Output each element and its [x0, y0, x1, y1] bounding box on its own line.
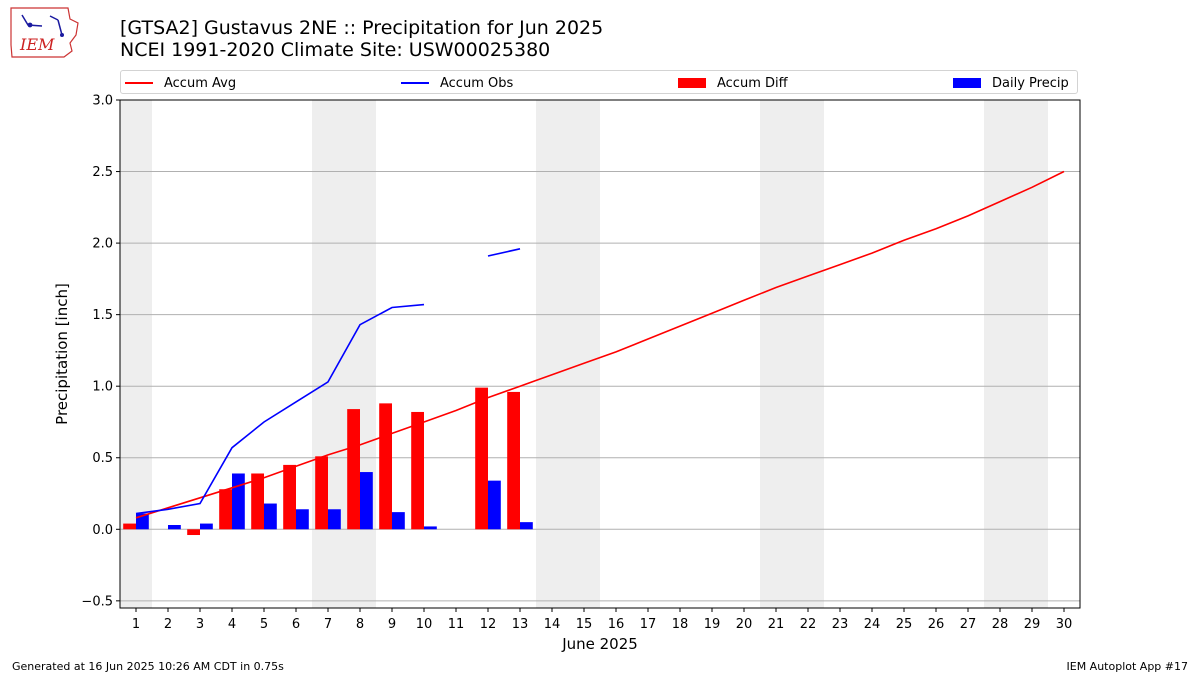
legend-swatch — [678, 78, 706, 88]
x-tick-label: 3 — [196, 617, 204, 632]
legend-item-accum-diff: Accum Diff — [678, 74, 788, 92]
x-tick-label: 28 — [992, 617, 1009, 632]
weekend-shade — [536, 100, 568, 608]
accum-obs-line — [487, 248, 521, 257]
weekend-shade — [1016, 100, 1048, 608]
x-tick-label: 19 — [704, 617, 721, 632]
legend-swatch — [953, 78, 981, 88]
logo-text: IEM — [19, 35, 55, 54]
x-tick-label: 26 — [928, 617, 945, 632]
accum-diff-bar — [283, 464, 296, 530]
y-tick-label: −0.5 — [81, 594, 113, 609]
weekend-shade — [792, 100, 824, 608]
y-tick-label: 3.0 — [92, 94, 113, 109]
daily-precip-bar — [424, 526, 437, 530]
x-tick-label: 13 — [512, 617, 529, 632]
chart-subtitle: NCEI 1991-2020 Climate Site: USW00025380 — [120, 39, 551, 61]
legend-label: Accum Avg — [164, 75, 237, 91]
iem-logo: IEM — [10, 7, 79, 58]
weekend-shade — [312, 100, 344, 608]
legend-item-daily-precip: Daily Precip — [953, 74, 1069, 92]
x-tick-label: 9 — [388, 617, 396, 632]
weekend-shade — [984, 100, 1016, 608]
x-tick-label: 24 — [864, 617, 881, 632]
x-axis-label: June 2025 — [561, 635, 638, 653]
accum-obs-line — [135, 303, 425, 515]
y-tick-label: 2.5 — [92, 165, 113, 180]
y-tick-label: 1.5 — [92, 308, 113, 323]
x-tick-label: 16 — [608, 617, 625, 632]
x-tick-label: 29 — [1024, 617, 1041, 632]
accum-diff-bar — [219, 489, 232, 530]
x-tick-label: 10 — [416, 617, 433, 632]
weekend-shade — [120, 100, 152, 608]
x-tick-label: 8 — [356, 617, 364, 632]
x-tick-label: 6 — [292, 617, 300, 632]
chart-title: [GTSA2] Gustavus 2NE :: Precipitation fo… — [120, 17, 604, 39]
x-tick-label: 7 — [324, 617, 332, 632]
y-tick-label: 0.0 — [92, 523, 113, 538]
legend-item-accum-avg: Accum Avg — [125, 74, 236, 92]
x-tick-label: 30 — [1056, 617, 1073, 632]
accum-diff-bar — [347, 409, 360, 530]
accum-diff-bar — [411, 411, 424, 530]
x-tick-label: 20 — [736, 617, 753, 632]
x-tick-label: 2 — [164, 617, 172, 632]
legend-label: Accum Diff — [717, 75, 788, 91]
accum-diff-bar — [251, 473, 264, 530]
y-tick-label: 1.0 — [92, 380, 113, 395]
weekend-shade — [760, 100, 792, 608]
accum-diff-bar — [379, 403, 392, 530]
legend: Accum Avg Accum Obs Accum Diff Daily Pre… — [120, 70, 1078, 94]
y-tick-label: 2.0 — [92, 237, 113, 252]
x-tick-label: 14 — [544, 617, 561, 632]
weekend-shade — [568, 100, 600, 608]
x-tick-label: 22 — [800, 617, 817, 632]
app-note: IEM Autoplot App #17 — [1066, 660, 1189, 673]
y-axis-label: Precipitation [inch] — [53, 283, 71, 425]
x-tick-label: 25 — [896, 617, 913, 632]
plot-frame — [119, 99, 1081, 609]
x-tick-label: 4 — [228, 617, 236, 632]
daily-precip-bar — [232, 473, 245, 530]
legend-label: Daily Precip — [992, 75, 1069, 91]
daily-precip-bar — [360, 472, 373, 530]
accum-avg-line — [135, 170, 1065, 519]
x-tick-label: 17 — [640, 617, 657, 632]
daily-precip-bar — [200, 523, 213, 530]
daily-precip-bar — [168, 525, 181, 530]
daily-precip-bar — [296, 509, 309, 530]
daily-precip-bar — [520, 522, 533, 530]
accum-diff-bar — [123, 523, 136, 530]
x-tick-label: 23 — [832, 617, 849, 632]
daily-precip-bar — [264, 503, 277, 530]
legend-label: Accum Obs — [440, 75, 514, 91]
x-tick-label: 12 — [480, 617, 497, 632]
weekend-shade — [344, 100, 376, 608]
legend-item-accum-obs: Accum Obs — [401, 74, 513, 92]
accum-diff-bar — [187, 529, 200, 536]
generated-note: Generated at 16 Jun 2025 10:26 AM CDT in… — [12, 660, 284, 673]
accum-diff-bar — [475, 387, 488, 530]
accum-diff-bar — [507, 391, 520, 530]
x-tick-label: 18 — [672, 617, 689, 632]
x-tick-label: 11 — [448, 617, 465, 632]
daily-precip-bar — [392, 512, 405, 530]
legend-swatch — [125, 82, 153, 84]
daily-precip-bar — [488, 480, 501, 530]
x-tick-label: 15 — [576, 617, 593, 632]
x-tick-label: 1 — [132, 617, 140, 632]
y-tick-label: 0.5 — [92, 451, 113, 466]
legend-swatch — [401, 82, 429, 84]
x-tick-label: 27 — [960, 617, 977, 632]
accum-diff-bar — [315, 456, 328, 530]
x-tick-label: 5 — [260, 617, 268, 632]
x-tick-label: 21 — [768, 617, 785, 632]
daily-precip-bar — [328, 509, 341, 530]
